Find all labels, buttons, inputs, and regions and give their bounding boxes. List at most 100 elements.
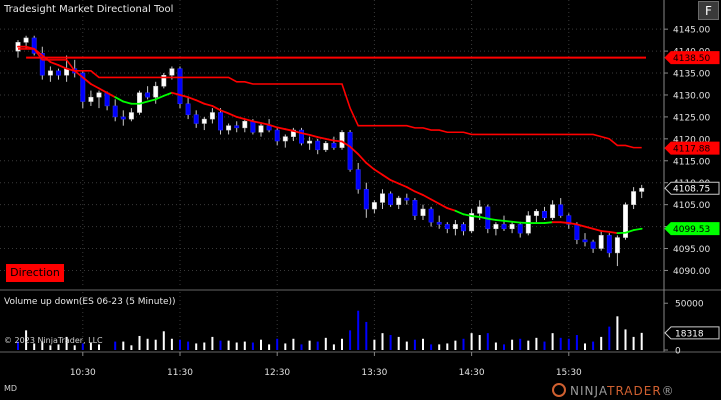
volume-up-bar <box>49 345 52 350</box>
candle-body <box>631 191 637 205</box>
lower-trend-segment <box>122 100 133 105</box>
candle <box>315 138 321 155</box>
candle-body <box>339 132 345 148</box>
price-tick-label: 4135.00 <box>673 70 710 80</box>
volume-up-bar <box>57 344 60 350</box>
candle-body <box>331 142 337 148</box>
candle-body <box>193 114 199 124</box>
price-axis[interactable]: 4090.004095.004100.004105.004110.004115.… <box>664 26 720 357</box>
candle-body <box>104 92 110 107</box>
candle <box>509 222 515 234</box>
lower-trend-segment <box>73 69 84 79</box>
volume-down-bar <box>592 341 595 350</box>
volume-up-bar <box>341 338 343 350</box>
volume-down-bar <box>567 338 570 350</box>
volume-down-bar <box>608 326 611 350</box>
candle-body <box>258 125 264 133</box>
lower-trend-segment <box>600 230 611 233</box>
lower-trend-segment <box>381 173 392 181</box>
lower-trend-segment <box>624 229 635 234</box>
lower-trend-segment <box>592 227 603 232</box>
volume-down-bar <box>17 341 19 350</box>
candle-body <box>80 72 86 102</box>
candle-body <box>161 74 167 87</box>
candle <box>218 108 223 135</box>
lower-trend-segment <box>308 133 319 138</box>
lower-trend-segment <box>81 76 92 85</box>
candle-body <box>371 202 377 210</box>
lower-trend-segment <box>284 128 295 132</box>
direction-label: Direction <box>6 264 64 282</box>
volume-up-bar <box>600 336 603 350</box>
lower-trend-segment <box>470 215 481 218</box>
volume-down-bar <box>300 344 303 350</box>
candle-body <box>444 224 450 230</box>
lower-trend-segment <box>90 83 100 90</box>
volume-panel-label: Volume up down(ES 06-23 (5 Minute)) <box>4 297 176 307</box>
lower-trend-segment <box>357 153 368 164</box>
candle <box>234 121 240 133</box>
time-tick-label: 13:30 <box>361 368 387 378</box>
candle <box>39 46 45 80</box>
candle-body <box>533 210 539 216</box>
volume-up-bar <box>640 332 643 350</box>
volume-marker-flag <box>664 326 720 340</box>
price-marker: 4138.50 <box>664 51 720 64</box>
volume-up-bar <box>373 339 376 350</box>
candle-body <box>542 210 547 219</box>
volume-up-bar <box>381 333 384 350</box>
volume-up-bar <box>397 336 400 350</box>
candle-body <box>226 125 232 131</box>
candle-body <box>31 37 37 54</box>
lower-trend-segment <box>33 48 44 57</box>
ninjatrader-logo: NINJATRADER® <box>552 383 675 398</box>
candle-body <box>493 224 499 230</box>
price-marker-label: 4108.75 <box>673 185 710 195</box>
candle-body <box>436 221 442 225</box>
candle <box>606 233 612 258</box>
volume-up-bar <box>438 344 441 350</box>
candle-body <box>461 224 466 232</box>
price-tick-label: 4120.00 <box>673 135 710 145</box>
volume-up-bar <box>73 345 76 350</box>
lower-trend-segment <box>276 126 287 131</box>
volume-up-bar <box>227 340 230 350</box>
candle-body <box>396 197 402 205</box>
lower-trend-segment <box>324 137 335 142</box>
volume-up-bar <box>584 343 586 350</box>
lower-trend-segment <box>203 102 214 107</box>
volume-down-bar <box>81 343 84 350</box>
candle <box>145 86 151 100</box>
format-button[interactable]: F <box>698 1 719 20</box>
price-tick-label: 4090.00 <box>673 267 710 277</box>
candle-body <box>88 96 94 102</box>
ninja-star-icon <box>552 383 566 397</box>
lower-trend-segment <box>430 198 441 205</box>
volume-up-bar <box>195 343 198 350</box>
price-marker: 4108.75 <box>664 181 720 195</box>
lower-trend-segment <box>146 98 157 103</box>
candle <box>299 127 304 146</box>
lower-trend-segment <box>438 202 449 210</box>
lower-trend-segment <box>65 67 76 72</box>
lower-trend-segment <box>114 96 125 103</box>
lower-trend-segment <box>478 216 489 220</box>
lower-trend-segment <box>260 122 271 126</box>
time-tick-label: 10:30 <box>70 368 96 378</box>
candle <box>452 220 458 236</box>
lower-trend-segment <box>397 182 408 188</box>
candle <box>185 97 191 120</box>
candle-body <box>347 132 353 170</box>
lower-trend-segment <box>98 87 108 94</box>
candle <box>193 110 199 128</box>
price-marker-flag <box>664 222 720 236</box>
volume-down-bar <box>316 341 319 350</box>
candle <box>436 215 442 229</box>
candle-body <box>566 215 572 225</box>
candle-body <box>598 235 604 249</box>
volume-up-bar <box>154 339 157 350</box>
time-axis[interactable]: 10:30 11:30 12:30 13:30 14:30 15:30 <box>70 352 582 378</box>
lower-trend-segment <box>292 130 303 135</box>
